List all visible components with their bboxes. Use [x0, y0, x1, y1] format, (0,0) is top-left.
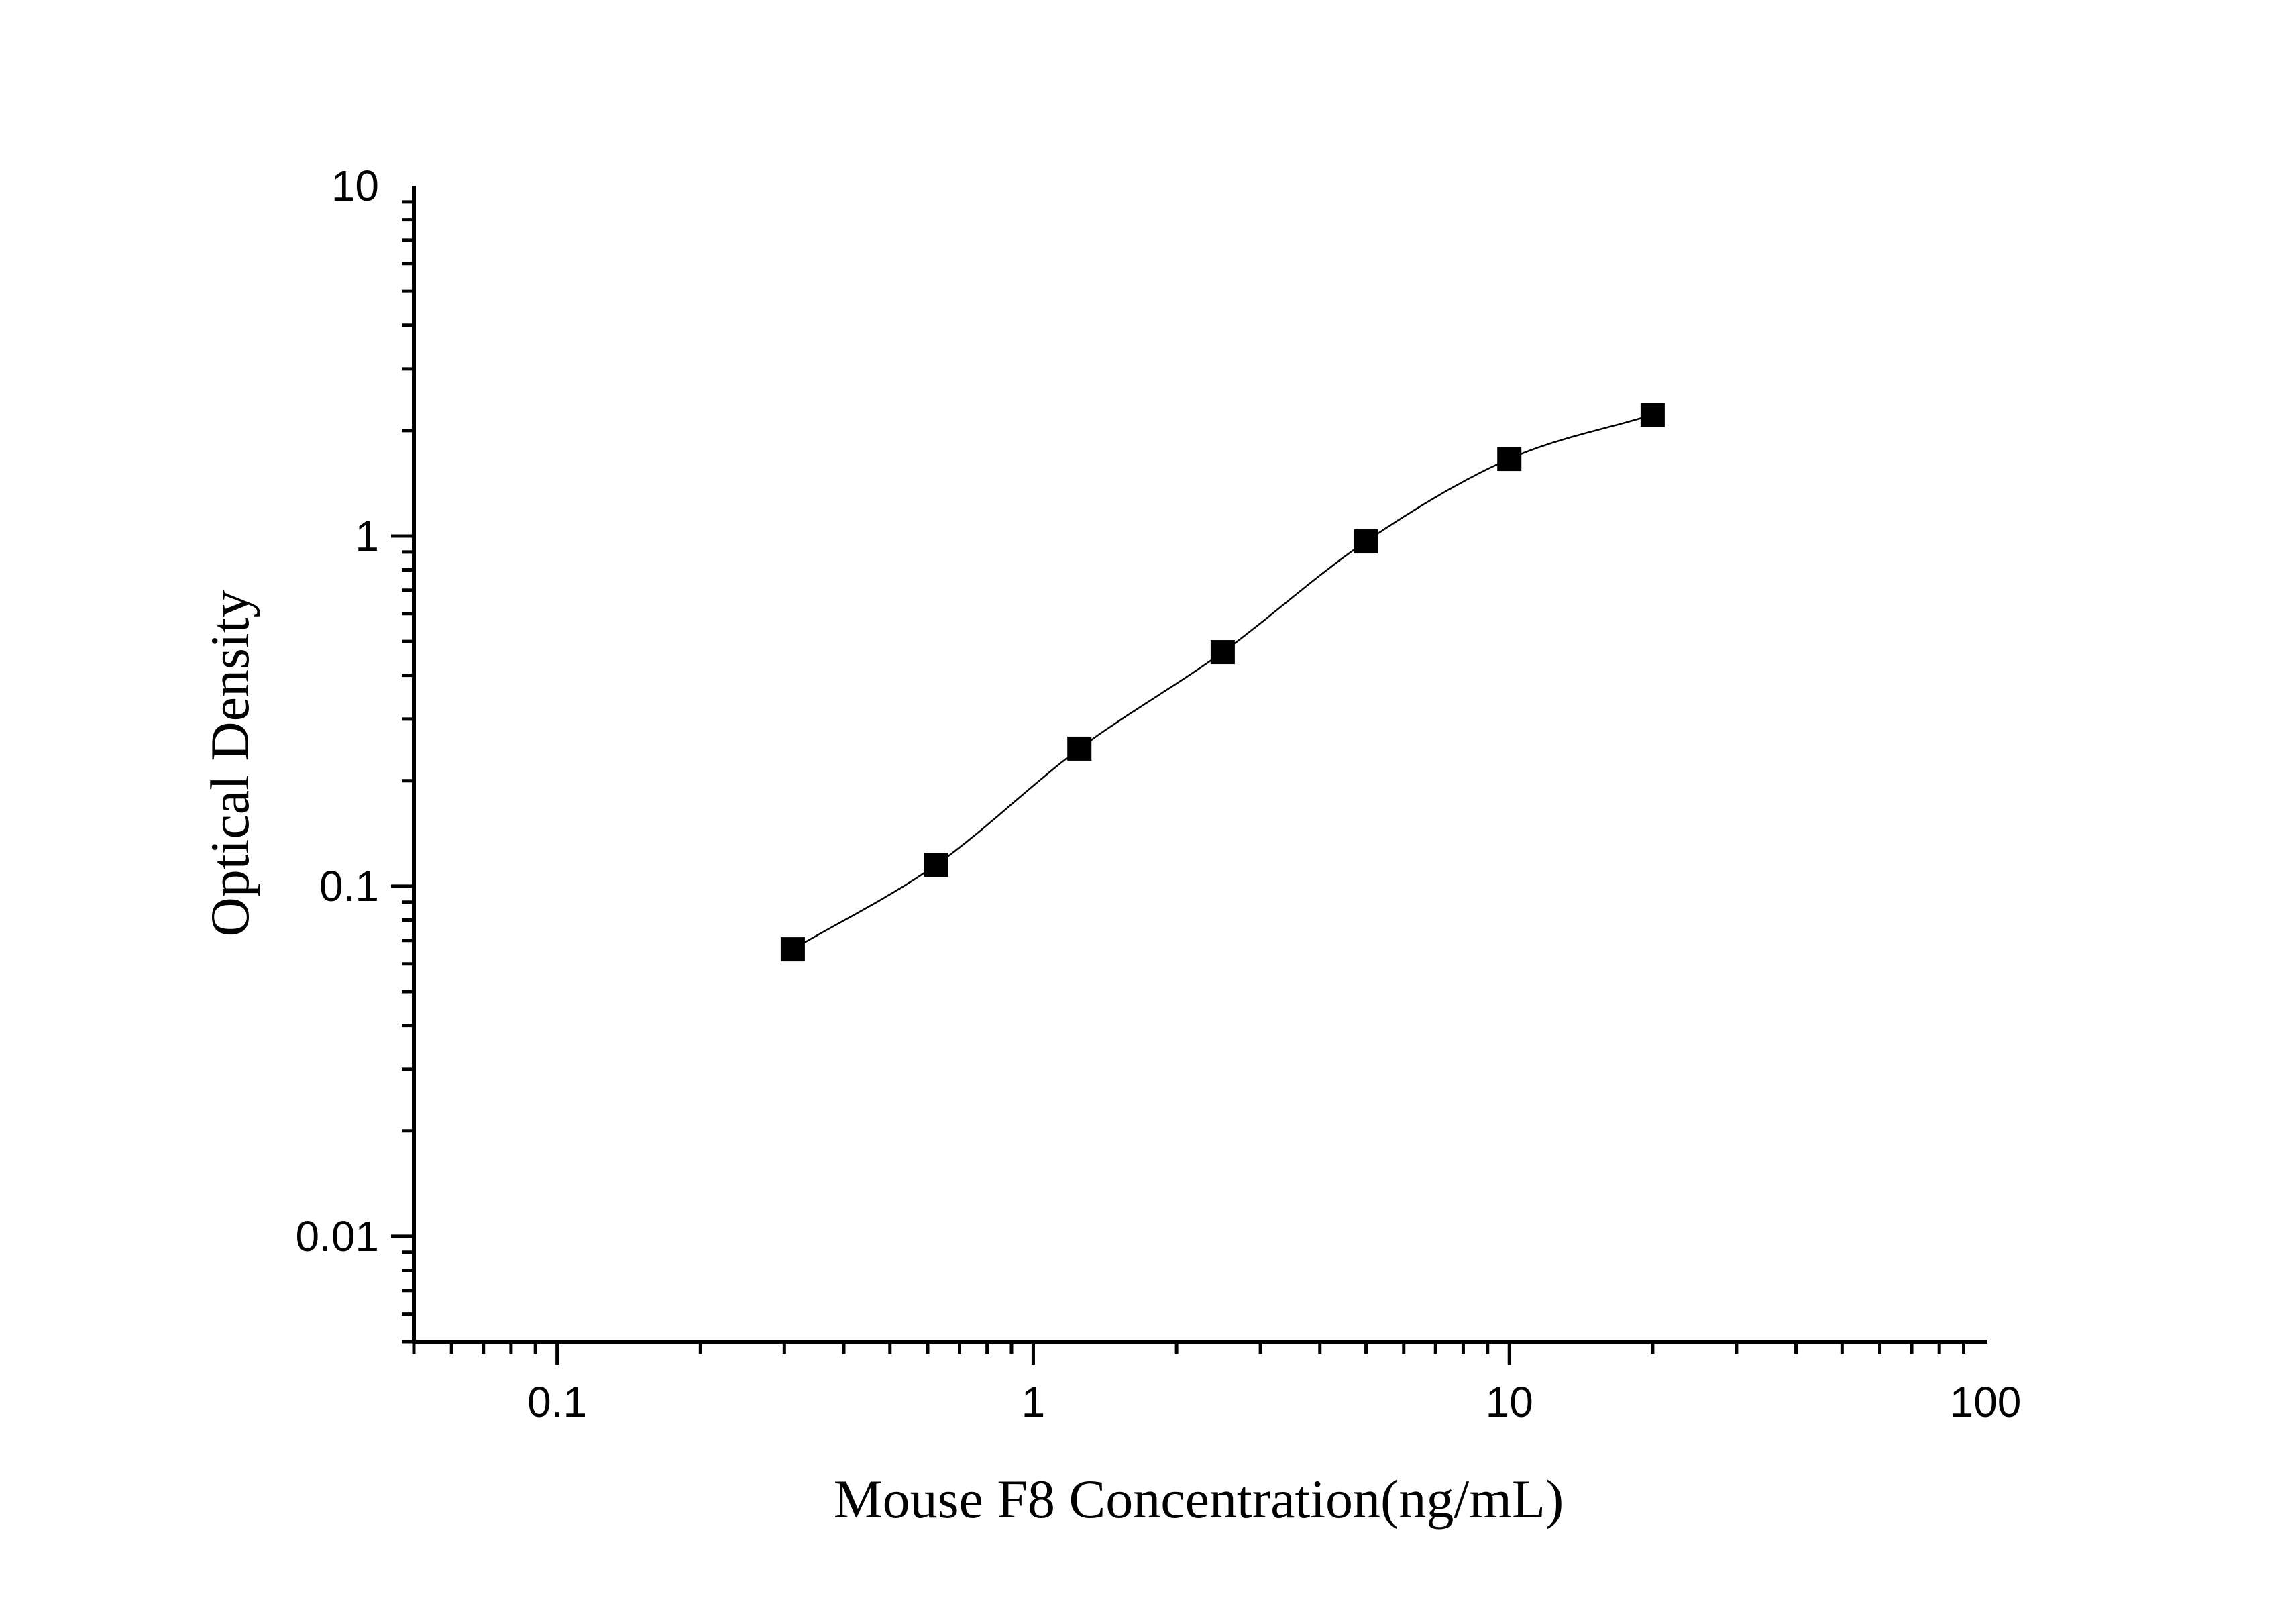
y-tick-label: 10: [331, 162, 379, 210]
data-points: [780, 403, 1665, 962]
y-tick-label: 1: [355, 512, 379, 560]
fit-curve-line: [792, 414, 1653, 951]
y-tick-label: 0.01: [295, 1212, 379, 1261]
y-tick-label: 0.1: [319, 862, 379, 910]
x-tick-label: 100: [1950, 1378, 2022, 1426]
data-point: [1210, 640, 1235, 665]
axis-ticks: [391, 200, 1966, 1365]
data-point: [1354, 529, 1378, 554]
x-tick-label: 10: [1486, 1378, 1533, 1426]
data-point: [924, 853, 948, 877]
x-axis-title: Mouse F8 Concentration(ng/mL): [834, 1468, 1564, 1530]
x-tick-label: 0.1: [527, 1378, 587, 1426]
data-point: [1067, 736, 1092, 761]
tick-labels: 0.1 1 10 100 0.01 0.1 1 10: [295, 162, 2021, 1426]
data-point: [780, 937, 805, 962]
data-point: [1640, 403, 1665, 427]
data-point: [1497, 447, 1522, 472]
y-axis-title: Optical Density: [199, 590, 260, 937]
x-tick-label: 1: [1022, 1378, 1046, 1426]
